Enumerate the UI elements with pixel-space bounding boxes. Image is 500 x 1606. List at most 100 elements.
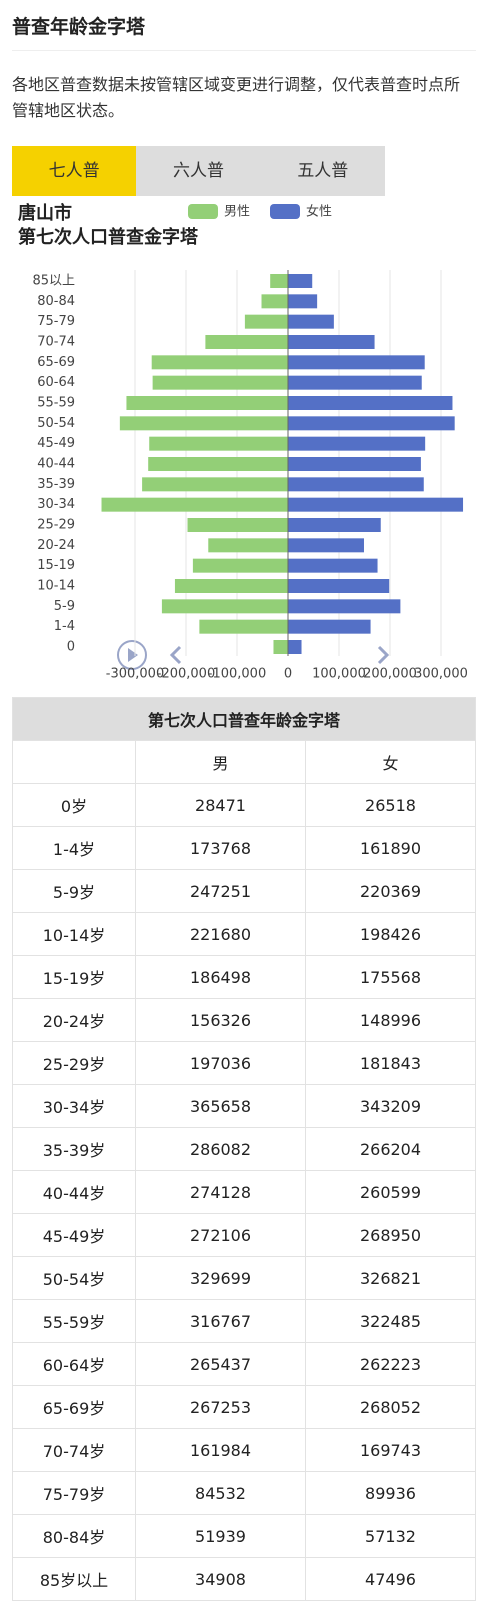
- bar: [288, 477, 424, 492]
- cell: 274128: [135, 1170, 306, 1214]
- table-row: 45-49岁 272106 268950: [12, 1213, 476, 1257]
- cell: 329699: [135, 1256, 306, 1300]
- tab[interactable]: 五人普: [297, 161, 349, 181]
- bar: [101, 497, 288, 512]
- bar: [192, 558, 288, 573]
- cell: 343209: [305, 1084, 476, 1128]
- cell: 51939: [135, 1514, 306, 1558]
- y-tick-label: 40-44: [37, 457, 75, 472]
- cell: 267253: [135, 1385, 306, 1429]
- bar: [148, 457, 288, 471]
- cell: 316767: [135, 1299, 306, 1343]
- table-row: 70-74岁 161984 169743: [12, 1428, 476, 1472]
- cell: 247251: [135, 869, 306, 913]
- next-arrow[interactable]: [377, 645, 390, 665]
- row-label: 5-9岁: [12, 869, 136, 913]
- divider: [12, 50, 476, 51]
- y-tick-label: 35-39: [37, 477, 75, 492]
- table-title: 第七次人口普查年龄金字塔: [12, 697, 476, 741]
- table-row: 20-24岁 156326 148996: [12, 998, 476, 1042]
- cell: 148996: [305, 998, 476, 1042]
- cell: 26518: [305, 783, 476, 827]
- x-tick-label: 0: [284, 667, 292, 682]
- cell: 322485: [305, 1299, 476, 1343]
- header-cell: [12, 740, 136, 784]
- bar: [270, 274, 288, 288]
- y-tick-label: 45-49: [37, 436, 75, 451]
- bar: [288, 294, 318, 309]
- cell: 260599: [305, 1170, 476, 1214]
- note: 各地区普查数据未按管辖区域变更进行调整，仅代表普查时点所管辖地区状态。: [12, 75, 461, 120]
- cell: 268950: [305, 1213, 476, 1257]
- cell: 272106: [135, 1213, 306, 1257]
- cell: 262223: [305, 1342, 476, 1386]
- row-label: 20-24岁: [12, 998, 136, 1042]
- cell: 47496: [305, 1557, 476, 1601]
- x-tick-label: 100,000: [312, 667, 366, 682]
- y-tick-label: 80-84: [37, 294, 75, 309]
- bar: [288, 538, 364, 553]
- row-label: 35-39岁: [12, 1127, 136, 1171]
- y-tick-label: 1-4: [54, 619, 75, 634]
- cell: 266204: [305, 1127, 476, 1171]
- cell: 173768: [135, 826, 306, 870]
- bar: [288, 558, 378, 573]
- row-label: 80-84岁: [12, 1514, 136, 1558]
- bar: [244, 314, 288, 329]
- tab[interactable]: 七人普: [12, 146, 137, 196]
- tab[interactable]: 六人普: [172, 161, 224, 181]
- cell: 220369: [305, 869, 476, 913]
- cell: 169743: [305, 1428, 476, 1472]
- bar: [288, 274, 313, 288]
- cell: 84532: [135, 1471, 306, 1515]
- row-label: 25-29岁: [12, 1041, 136, 1085]
- table-row: 55-59岁 316767 322485: [12, 1299, 476, 1343]
- table-row: 75-79岁 84532 89936: [12, 1471, 476, 1515]
- cell: 198426: [305, 912, 476, 956]
- play-button[interactable]: [117, 640, 147, 670]
- chart: 唐山市 第七次人口普查金字塔 男性 女性 -300,000-200,000-100,…: [18, 202, 468, 682]
- bar: [288, 396, 453, 410]
- bar: [288, 416, 455, 431]
- table-row: 15-19岁 186498 175568: [12, 955, 476, 999]
- bar: [288, 619, 371, 634]
- legend-swatch: [270, 204, 300, 219]
- header-cell: 男: [135, 740, 306, 784]
- bar: [288, 599, 401, 614]
- row-label: 70-74岁: [12, 1428, 136, 1472]
- cell: 28471: [135, 783, 306, 827]
- cell: 89936: [305, 1471, 476, 1515]
- row-label: 10-14岁: [12, 912, 136, 956]
- bar: [261, 294, 288, 309]
- y-tick-label: 85以上: [32, 274, 75, 289]
- bar: [288, 375, 422, 390]
- row-label: 65-69岁: [12, 1385, 136, 1429]
- prev-arrow[interactable]: [169, 645, 182, 665]
- y-tick-label: 0: [67, 640, 75, 655]
- cell: 197036: [135, 1041, 306, 1085]
- bar: [126, 396, 289, 410]
- table-row: 50-54岁 329699 326821: [12, 1256, 476, 1300]
- bar: [288, 457, 421, 471]
- legend-swatch: [188, 204, 218, 219]
- cell: 265437: [135, 1342, 306, 1386]
- bar: [174, 579, 288, 593]
- y-tick-label: 5-9: [54, 599, 75, 614]
- table-row: 60-64岁 265437 262223: [12, 1342, 476, 1386]
- y-tick-label: 50-54: [37, 416, 75, 431]
- cell: 221680: [135, 912, 306, 956]
- row-label: 60-64岁: [12, 1342, 136, 1386]
- bar: [142, 477, 288, 492]
- y-tick-label: 30-34: [37, 497, 75, 512]
- bar: [288, 335, 375, 349]
- bar: [199, 619, 288, 634]
- row-label: 15-19岁: [12, 955, 136, 999]
- y-tick-label: 20-24: [37, 538, 75, 553]
- chart-subtitle: 第七次人口普查金字塔: [18, 226, 199, 248]
- legend-label: 男性: [224, 205, 250, 220]
- cell: 365658: [135, 1084, 306, 1128]
- bar: [208, 538, 288, 553]
- bar: [151, 355, 288, 370]
- cell: 286082: [135, 1127, 306, 1171]
